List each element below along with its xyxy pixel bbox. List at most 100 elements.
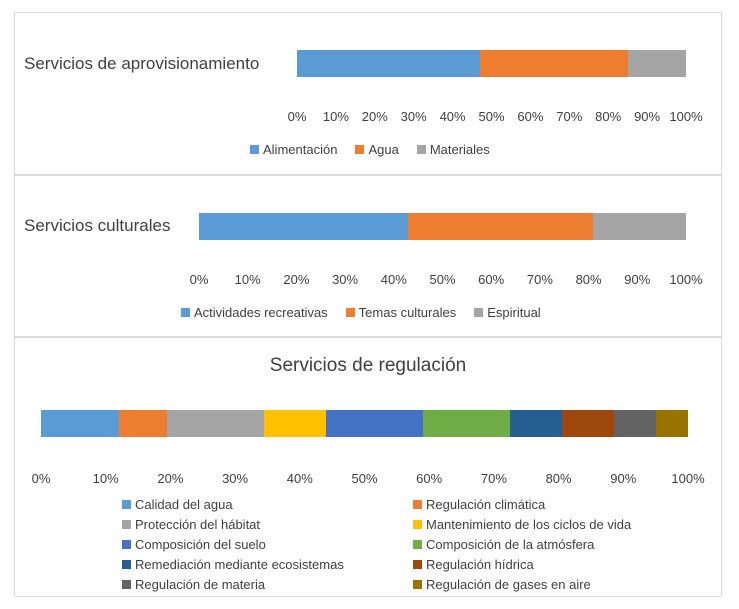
legend-item: Protección del hábitat (122, 517, 260, 532)
legend-label: Regulación de gases en aire (426, 577, 591, 592)
legend-swatch (250, 145, 259, 154)
legend-label: Espiritual (487, 305, 541, 320)
chart-panel-culturales: Servicios culturales 0% 10% 20% 30% 40% 50% 60… (14, 175, 722, 337)
tick-label: 70% (526, 272, 553, 287)
legend-item: Mantenimiento de los ciclos de vida (413, 517, 631, 532)
legend-item: Espiritual (474, 305, 541, 320)
stacked-bar (41, 410, 688, 437)
legend-label: Regulación de materia (135, 577, 266, 592)
legend-swatch (122, 500, 131, 509)
chart-panel-aprovisionamiento: Servicios de aprovisionamiento 0% 10% 20% 3… (14, 12, 722, 175)
tick-label: 10% (322, 109, 349, 124)
legend-label: Mantenimiento de los ciclos de vida (426, 517, 632, 532)
tick-label: 60% (416, 471, 443, 486)
tick-label: 0% (31, 471, 51, 486)
legend-label: Composición del suelo (135, 537, 266, 552)
legend: Actividades recreativas Temas culturales E… (15, 305, 723, 321)
tick-label: 40% (439, 109, 466, 124)
legend-swatch (416, 145, 426, 154)
tick-label: 10% (234, 272, 261, 287)
legend-item: Agua (355, 142, 399, 157)
legend-label: Actividades recreativas (194, 305, 328, 320)
tick-label: 90% (634, 109, 661, 124)
legend-swatch (355, 145, 365, 154)
tick-label: 70% (556, 109, 583, 124)
legend-label: Agua (368, 142, 399, 157)
tick-label: 90% (624, 272, 651, 287)
legend-label: Protección del hábitat (135, 517, 261, 532)
tick-label: 10% (92, 471, 119, 486)
bar-segment (41, 410, 119, 437)
chart-title: Servicios culturales (24, 216, 171, 235)
legend-label: Regulación climática (426, 497, 546, 512)
legend-item: Regulación de materia (122, 577, 265, 592)
legend-label: Remediación mediante ecosistemas (135, 557, 344, 572)
bar-segment (613, 410, 656, 437)
tick-label: 20% (361, 109, 388, 124)
legend-item: Alimentación (250, 142, 337, 157)
legend-item: Composición del suelo (122, 537, 266, 552)
bar-segment (264, 410, 326, 437)
tick-label: 20% (157, 471, 184, 486)
bar-segment (655, 410, 688, 437)
stacked-bar (297, 50, 686, 77)
bar-segment (325, 410, 423, 437)
legend: Alimentación Agua Materiales (15, 142, 723, 158)
bar-segment (561, 410, 614, 437)
tick-label: 80% (575, 272, 602, 287)
tick-label: 30% (400, 109, 427, 124)
tick-label: 80% (545, 471, 572, 486)
legend-swatch (413, 500, 422, 509)
tick-label: 40% (380, 272, 407, 287)
tick-label: 100% (669, 272, 703, 287)
bar-segment (479, 50, 628, 77)
legend-label: Temas culturales (358, 305, 457, 320)
x-axis: 0% 10% 20% 30% 40% 50% 60% 70% 80% 90% 100% (288, 109, 703, 125)
tick-label: 50% (478, 109, 505, 124)
tick-label: 60% (517, 109, 544, 124)
tick-label: 90% (610, 471, 637, 486)
tick-label: 60% (478, 272, 505, 287)
legend-item: Remediación mediante ecosistemas (122, 557, 344, 572)
chart-title: Servicios de regulación (269, 355, 467, 376)
legend-label: Regulación hídrica (426, 557, 534, 572)
bar-segment (167, 410, 265, 437)
bar-segment (627, 50, 686, 77)
legend-item: Temas culturales (345, 305, 457, 320)
legend: Calidad del agua Regulación climática Prot… (15, 497, 723, 593)
legend-swatch (413, 580, 422, 589)
legend-item: Materiales (416, 142, 490, 157)
legend-swatch (122, 520, 131, 529)
tick-label: 30% (332, 272, 359, 287)
legend-swatch (413, 520, 422, 529)
bar-segment (408, 213, 594, 240)
tick-label: 40% (286, 471, 313, 486)
tick-label: 30% (222, 471, 249, 486)
tick-label: 80% (595, 109, 622, 124)
bar-segment (297, 50, 480, 77)
legend-swatch (122, 560, 131, 569)
legend-item: Regulación hídrica (413, 557, 534, 572)
stacked-bar (199, 213, 686, 240)
x-axis: 0% 10% 20% 30% 40% 50% 60% 70% 80% 90% 100% (190, 272, 703, 288)
legend-swatch (122, 540, 131, 549)
legend-item: Actividades recreativas (181, 305, 328, 320)
tick-label: 50% (351, 471, 378, 486)
legend-label: Materiales (429, 142, 490, 157)
bar-segment (199, 213, 409, 240)
bar-segment (422, 410, 511, 437)
x-axis: 0% 10% 20% 30% 40% 50% 60% 70% 80% 90% 100% (32, 471, 705, 487)
tick-label: 100% (669, 109, 703, 124)
bar-segment (593, 213, 686, 240)
legend-label: Composición de la atmósfera (426, 537, 595, 552)
legend-swatch (413, 540, 422, 549)
legend-swatch (474, 308, 484, 317)
bar-segment (118, 410, 168, 437)
tick-label: 0% (287, 109, 307, 124)
legend-item: Regulación climática (413, 497, 545, 512)
legend-swatch (181, 308, 190, 317)
legend-label: Calidad del agua (135, 497, 233, 512)
legend-item: Regulación de gases en aire (413, 577, 591, 592)
tick-label: 0% (189, 272, 209, 287)
chart-panel-regulacion: Servicios de regulación 0% 10% 20% 30% 40% 50… (14, 337, 722, 597)
